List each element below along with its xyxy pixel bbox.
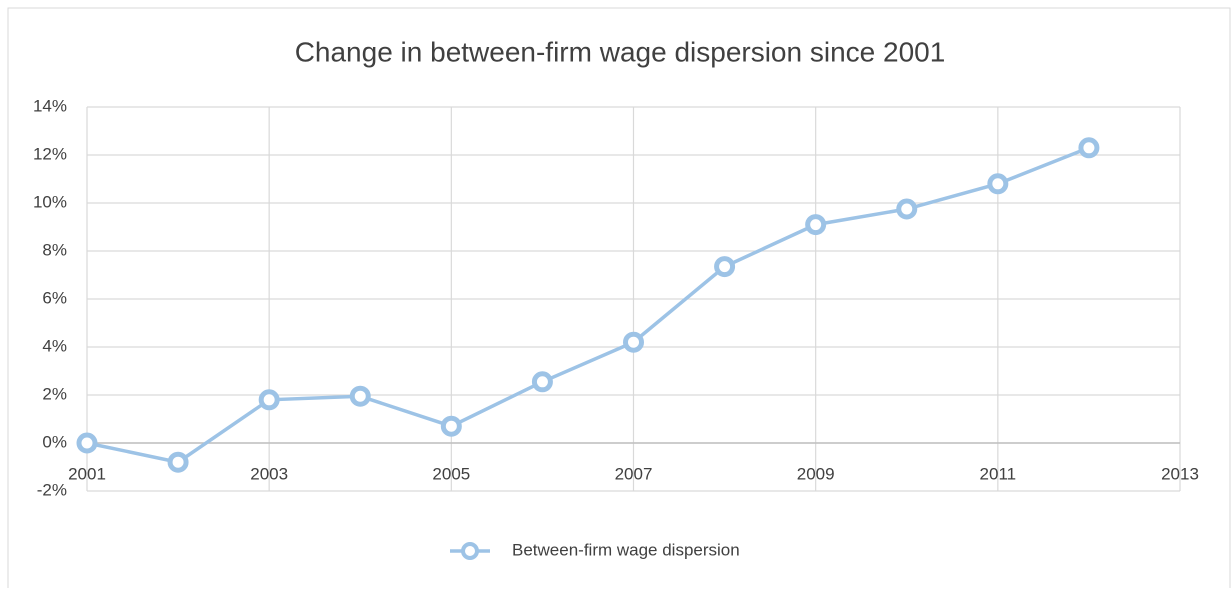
- y-tick-label: 0%: [42, 432, 67, 451]
- x-tick-label: 2007: [615, 464, 653, 483]
- x-tick-label: 2003: [250, 464, 288, 483]
- chart-border: [7, 7, 1231, 593]
- marker: [531, 371, 553, 393]
- y-tick-label: 2%: [42, 384, 67, 403]
- y-tick-label: 14%: [33, 96, 67, 115]
- marker: [440, 415, 462, 437]
- marker: [896, 198, 918, 220]
- x-tick-label: 2005: [432, 464, 470, 483]
- y-tick-label: 4%: [42, 336, 67, 355]
- y-tick-label: 6%: [42, 288, 67, 307]
- x-tick-label: 2009: [797, 464, 835, 483]
- marker: [987, 173, 1009, 195]
- x-tick-label: 2013: [1161, 464, 1199, 483]
- x-tick-label: 2011: [980, 464, 1017, 483]
- marker: [805, 214, 827, 236]
- legend-marker: [461, 542, 479, 560]
- marker: [714, 256, 736, 278]
- y-tick-label: 8%: [42, 240, 67, 259]
- y-tick-label: 10%: [33, 192, 67, 211]
- legend-label: Between-firm wage dispersion: [512, 540, 740, 559]
- marker: [258, 389, 280, 411]
- marker: [1078, 137, 1100, 159]
- y-tick-label: -2%: [37, 480, 67, 499]
- marker: [76, 432, 98, 454]
- chart-title: Change in between-firm wage dispersion s…: [295, 36, 946, 67]
- x-tick-label: 2001: [68, 464, 106, 483]
- marker: [349, 385, 371, 407]
- y-tick-label: 12%: [33, 144, 67, 163]
- marker: [623, 331, 644, 353]
- marker: [167, 451, 189, 473]
- line: [86, 146, 1090, 465]
